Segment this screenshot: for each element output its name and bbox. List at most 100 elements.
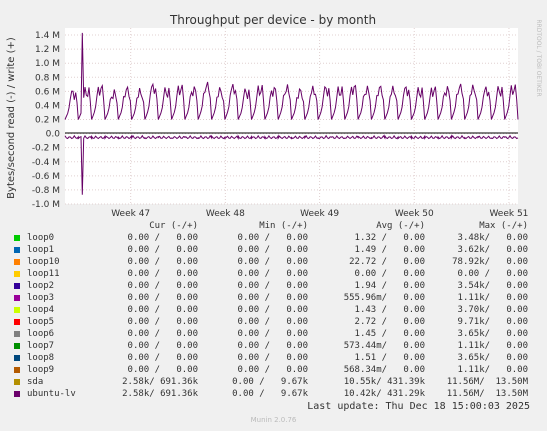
legend-avg: 1.43 / 0.00 — [354, 305, 425, 315]
legend-row: loop10 0.00 / 0.00 0.00 / 0.00 22.72 / 0.00… — [0, 256, 547, 268]
legend-max: 78.92k/ 0.00 — [452, 257, 528, 267]
legend-row: loop9 0.00 / 0.00 0.00 / 0.00 568.34m/ 0.00… — [0, 364, 547, 376]
legend-max: 3.65k/ 0.00 — [457, 353, 528, 363]
legend-max: 3.48k/ 0.00 — [457, 233, 528, 243]
legend-min: 0.00 / 0.00 — [237, 317, 308, 327]
legend-max: 9.71k/ 0.00 — [457, 317, 528, 327]
legend-cur: 0.00 / 0.00 — [127, 269, 198, 279]
legend-name: loop0 — [27, 233, 55, 243]
legend-min: 0.00 / 0.00 — [237, 245, 308, 255]
rrdtool-credit: RRDTOOL / TOBI OETIKER — [535, 19, 542, 96]
legend-name: sda — [27, 377, 44, 387]
x-tick-label: Week 50 — [395, 209, 434, 219]
legend-name: loop1 — [27, 245, 55, 255]
y-tick-labels: 1.4 M 1.2 M 1.0 M 0.8 M 0.6 M 0.4 M 0.2 M 0.0 -0… — [32, 31, 60, 210]
legend-name: loop4 — [27, 305, 55, 315]
legend-cur: 0.00 / 0.00 — [127, 245, 198, 255]
legend-swatch — [14, 235, 20, 241]
legend-name: ubuntu-lv — [27, 389, 76, 399]
legend-table: Cur (-/+) Min (-/+) Avg (-/+) Max (-/+) … — [0, 220, 547, 400]
legend-header-avg: Avg (-/+) — [376, 221, 425, 231]
legend-swatch — [14, 367, 20, 373]
legend-header: Cur (-/+) Min (-/+) Avg (-/+) Max (-/+) — [0, 220, 547, 232]
series-read-line — [64, 134, 519, 195]
y-tick-label: 1.4 M — [35, 31, 60, 41]
legend-avg: 0.00 / 0.00 — [354, 269, 425, 279]
legend-header-min: Min (-/+) — [259, 221, 308, 231]
legend-cur: 0.00 / 0.00 — [127, 233, 198, 243]
y-tick-label: -0.4 M — [32, 158, 60, 168]
x-tick-label: Week 51 — [489, 209, 528, 219]
y-tick-label: 0.4 M — [35, 101, 60, 111]
legend-row: loop7 0.00 / 0.00 0.00 / 0.00 573.44m/ 0.00… — [0, 340, 547, 352]
legend-cur: 0.00 / 0.00 — [127, 281, 198, 291]
legend-row: loop6 0.00 / 0.00 0.00 / 0.00 1.45 / 0.00 3.… — [0, 328, 547, 340]
legend-header-cur: Cur (-/+) — [149, 221, 198, 231]
legend-name: loop5 — [27, 317, 55, 327]
legend-min: 0.00 / 9.67k — [232, 377, 308, 387]
series-layer — [64, 32, 519, 195]
legend-swatch — [14, 283, 20, 289]
legend-swatch — [14, 379, 20, 385]
legend-avg: 555.96m/ 0.00 — [343, 293, 425, 303]
legend-row: sda 2.58k/ 691.36k 0.00 / 9.67k 10.55k/ 431… — [0, 376, 547, 388]
legend-name: loop8 — [27, 353, 55, 363]
legend-swatch — [14, 295, 20, 301]
legend-avg: 22.72 / 0.00 — [349, 257, 425, 267]
legend-swatch — [14, 259, 20, 265]
legend-avg: 2.72 / 0.00 — [354, 317, 425, 327]
legend-name: loop7 — [27, 341, 55, 351]
legend-cur: 0.00 / 0.00 — [127, 257, 198, 267]
y-axis-label: Bytes/second read (-) / write (+) — [6, 37, 17, 199]
legend-row: ubuntu-lv 2.58k/ 691.36k 0.00 / 9.67k 10.42… — [0, 388, 547, 400]
legend-avg: 10.42k/ 431.29k — [343, 389, 425, 399]
y-tick-label: -0.6 M — [32, 172, 60, 182]
legend-cur: 0.00 / 0.00 — [127, 305, 198, 315]
legend-cur: 0.00 / 0.00 — [127, 365, 198, 375]
x-tick-labels: Week 47 Week 48 Week 49 Week 50 Week 51 — [111, 209, 528, 219]
y-tick-label: 0.0 — [46, 130, 61, 140]
legend-rows: loop0 0.00 / 0.00 0.00 / 0.00 1.32 / 0.00 3.… — [0, 232, 547, 400]
legend-min: 0.00 / 0.00 — [237, 365, 308, 375]
legend-row: loop5 0.00 / 0.00 0.00 / 0.00 2.72 / 0.00 9.… — [0, 316, 547, 328]
legend-swatch — [14, 271, 20, 277]
legend-min: 0.00 / 0.00 — [237, 233, 308, 243]
series-write-line — [64, 32, 519, 120]
legend-min: 0.00 / 0.00 — [237, 329, 308, 339]
y-tick-label: -0.2 M — [32, 144, 60, 154]
legend-row: loop1 0.00 / 0.00 0.00 / 0.00 1.49 / 0.00 3.… — [0, 244, 547, 256]
y-tick-label: 0.8 M — [35, 73, 60, 83]
y-tick-label: 1.0 M — [35, 59, 60, 69]
legend-swatch — [14, 343, 20, 349]
chart-title: Throughput per device - by month — [169, 13, 376, 27]
legend-avg: 1.45 / 0.00 — [354, 329, 425, 339]
legend-min: 0.00 / 0.00 — [237, 353, 308, 363]
legend-max: 1.11k/ 0.00 — [457, 365, 528, 375]
legend-max: 11.56M/ 13.50M — [446, 389, 528, 399]
legend-max: 3.62k/ 0.00 — [457, 245, 528, 255]
legend-avg: 1.94 / 0.00 — [354, 281, 425, 291]
legend-max: 1.11k/ 0.00 — [457, 293, 528, 303]
legend-row: loop0 0.00 / 0.00 0.00 / 0.00 1.32 / 0.00 3.… — [0, 232, 547, 244]
legend-min: 0.00 / 0.00 — [237, 341, 308, 351]
last-update: Last update: Thu Dec 18 15:00:03 2025 — [307, 401, 530, 412]
y-tick-label: 0.6 M — [35, 87, 60, 97]
legend-swatch — [14, 247, 20, 253]
legend-cur: 0.00 / 0.00 — [127, 353, 198, 363]
legend-name: loop6 — [27, 329, 55, 339]
legend-row: loop2 0.00 / 0.00 0.00 / 0.00 1.94 / 0.00 3.… — [0, 280, 547, 292]
legend-cur: 0.00 / 0.00 — [127, 317, 198, 327]
y-tick-label: 0.2 M — [35, 116, 60, 126]
legend-min: 0.00 / 0.00 — [237, 257, 308, 267]
y-tick-label: -0.8 M — [32, 186, 60, 196]
legend-row: loop11 0.00 / 0.00 0.00 / 0.00 0.00 / 0.00 0… — [0, 268, 547, 280]
legend-row: loop3 0.00 / 0.00 0.00 / 0.00 555.96m/ 0.00… — [0, 292, 547, 304]
legend-swatch — [14, 331, 20, 337]
legend-avg: 568.34m/ 0.00 — [343, 365, 425, 375]
legend-row: loop4 0.00 / 0.00 0.00 / 0.00 1.43 / 0.00 3.… — [0, 304, 547, 316]
legend-cur: 0.00 / 0.00 — [127, 293, 198, 303]
legend-max: 0.00 / 0.00 — [457, 269, 528, 279]
x-tick-label: Week 47 — [111, 209, 150, 219]
legend-min: 0.00 / 0.00 — [237, 305, 308, 315]
legend-name: loop11 — [27, 269, 60, 279]
